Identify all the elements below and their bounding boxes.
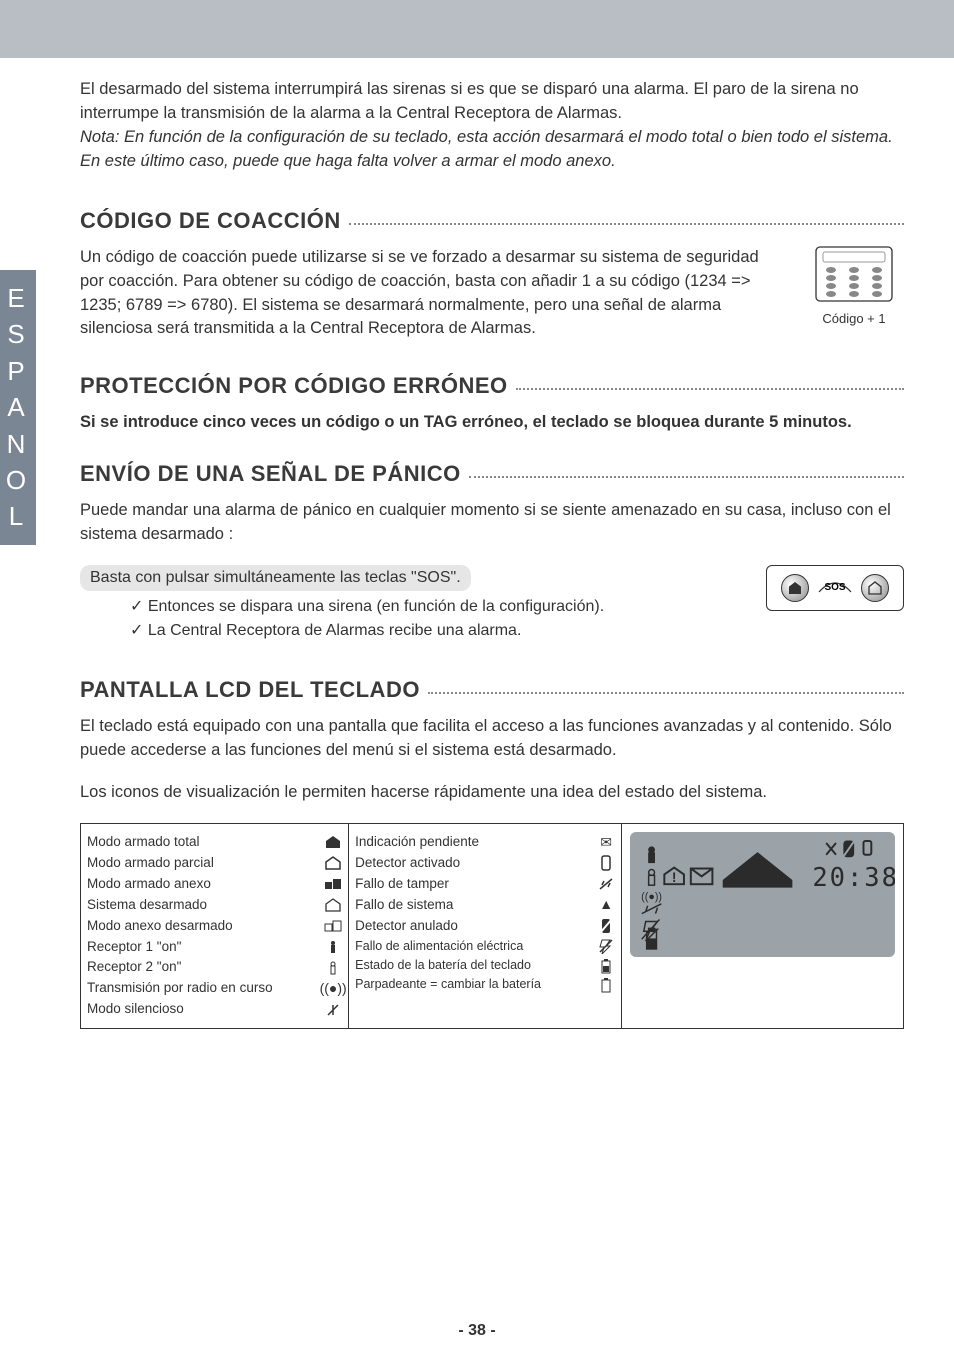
lcd-item: Receptor 2 "on"	[87, 957, 342, 978]
panic-row: Basta con pulsar simultáneamente las tec…	[80, 565, 904, 643]
section-title-row: ENVÍO DE UNA SEÑAL DE PÁNICO	[80, 461, 904, 487]
intro-note: Nota: En función de la configuración de …	[80, 128, 893, 170]
radio-icon: ((●))	[324, 981, 342, 997]
pending-icon: ✉	[597, 834, 615, 850]
lcd-item: Transmisión por radio en curso ((●))	[87, 978, 342, 999]
section-title: ENVÍO DE UNA SEÑAL DE PÁNICO	[80, 461, 461, 487]
lcd-item: Sistema desarmado	[87, 895, 342, 916]
lcd-col2: Indicación pendiente✉ Detector activado …	[348, 823, 621, 1029]
lcd-label: Modo armado total	[87, 832, 200, 853]
lcd-label: Modo armado anexo	[87, 874, 211, 895]
svg-text:20:38: 20:38	[812, 863, 895, 893]
battery-icon	[597, 958, 615, 974]
lcd-item: Modo anexo desarmado	[87, 916, 342, 937]
svg-text:((●)): ((●))	[641, 891, 662, 903]
system-fault-icon: ▲	[597, 897, 615, 913]
section-title: PANTALLA LCD DEL TECLADO	[80, 677, 420, 703]
lcd-item: Parpadeante = cambiar la batería	[355, 975, 615, 994]
detector-on-icon	[597, 855, 615, 871]
receiver1-icon	[324, 939, 342, 955]
title-dots	[469, 476, 904, 478]
armed-total-icon	[324, 834, 342, 850]
lcd-item: Fallo de sistema ▲	[355, 895, 615, 916]
silent-icon	[324, 1002, 342, 1018]
detector-off-icon	[597, 918, 615, 934]
disarmed-icon	[324, 897, 342, 913]
lcd-col1: Modo armado total Modo armado parcial Mo…	[80, 823, 348, 1029]
sos-label: SOS	[824, 582, 845, 593]
panic-bullet: La Central Receptora de Alarmas recibe u…	[130, 619, 736, 643]
lcd-label: Fallo de tamper	[355, 874, 449, 895]
intro-text: El desarmado del sistema interrumpirá la…	[80, 80, 859, 122]
panic-bullet: Entonces se dispara una sirena (en funci…	[130, 595, 736, 619]
coaccion-row: Un código de coacción puede utilizarse s…	[80, 246, 904, 360]
sos-right-button-icon	[861, 574, 889, 602]
sos-arc-icon: SOS	[817, 578, 853, 598]
lcd-item: Indicación pendiente ✉	[355, 832, 615, 853]
title-dots	[516, 388, 904, 390]
coaccion-text: Un código de coacción puede utilizarse s…	[80, 246, 774, 342]
panic-highlight: Basta con pulsar simultáneamente las tec…	[80, 565, 471, 591]
battery-low-icon	[597, 977, 615, 993]
tamper-icon	[597, 876, 615, 892]
section-title-row: PANTALLA LCD DEL TECLADO	[80, 677, 904, 703]
lcd-label: Modo silencioso	[87, 999, 184, 1020]
panic-left: Basta con pulsar simultáneamente las tec…	[80, 565, 736, 643]
lcd-label: Receptor 2 "on"	[87, 957, 181, 978]
keypad-icon	[815, 246, 893, 302]
lcd-label: Detector activado	[355, 853, 460, 874]
panic-checklist: Entonces se dispara una sirena (en funci…	[80, 595, 736, 643]
section-title-row: PROTECCIÓN POR CÓDIGO ERRÓNEO	[80, 373, 904, 399]
lcd-item: Fallo de tamper	[355, 874, 615, 895]
panico-intro: Puede mandar una alarma de pánico en cua…	[80, 499, 904, 547]
lcd-item: Detector anulado	[355, 916, 615, 937]
section-title: CÓDIGO DE COACCIÓN	[80, 208, 341, 234]
receiver2-icon	[324, 960, 342, 976]
page-number: - 38 -	[0, 1322, 954, 1340]
lcd-item: Modo armado parcial	[87, 853, 342, 874]
page-content: El desarmado del sistema interrumpirá la…	[0, 58, 954, 1029]
lcd-label: Indicación pendiente	[355, 832, 479, 853]
lcd-item: Receptor 1 "on"	[87, 937, 342, 958]
lcd-table: Modo armado total Modo armado parcial Mo…	[80, 823, 904, 1029]
keypad-figure: Código + 1	[804, 246, 904, 360]
lcd-item: Detector activado	[355, 853, 615, 874]
section-title-row: CÓDIGO DE COACCIÓN	[80, 208, 904, 234]
lcd-label: Receptor 1 "on"	[87, 937, 181, 958]
lcd-label: Detector anulado	[355, 916, 458, 937]
lcd-item: Modo armado anexo	[87, 874, 342, 895]
power-fault-icon	[597, 938, 615, 954]
lcd-p2: Los iconos de visualización le permiten …	[80, 781, 904, 805]
lcd-p1: El teclado está equipado con una pantall…	[80, 715, 904, 763]
section-title: PROTECCIÓN POR CÓDIGO ERRÓNEO	[80, 373, 508, 399]
title-dots	[428, 692, 904, 694]
lcd-item: Modo silencioso	[87, 999, 342, 1020]
intro-paragraph: El desarmado del sistema interrumpirá la…	[80, 78, 904, 174]
armed-annex-icon	[324, 876, 342, 892]
header-bar	[0, 0, 954, 58]
keypad-caption: Código + 1	[804, 311, 904, 326]
lcd-label: Estado de la batería del teclado	[355, 956, 531, 975]
lcd-label: Modo armado parcial	[87, 853, 214, 874]
lcd-label: Fallo de sistema	[355, 895, 453, 916]
title-dots	[349, 223, 904, 225]
lcd-label: Modo anexo desarmado	[87, 916, 233, 937]
svg-text:!: !	[672, 870, 677, 885]
lcd-label: Transmisión por radio en curso	[87, 978, 273, 999]
sos-left-button-icon	[781, 574, 809, 602]
lcd-display-box: ! 20:38 ((●))	[621, 823, 904, 1029]
erroneo-text: Si se introduce cinco veces un código o …	[80, 411, 904, 435]
lcd-label: Parpadeante = cambiar la batería	[355, 975, 541, 994]
lcd-item: Modo armado total	[87, 832, 342, 853]
lcd-label: Sistema desarmado	[87, 895, 207, 916]
lcd-item: Fallo de alimentación eléctrica	[355, 937, 615, 956]
annex-disarmed-icon	[324, 918, 342, 934]
lcd-label: Fallo de alimentación eléctrica	[355, 937, 523, 956]
lcd-item: Estado de la batería del teclado	[355, 956, 615, 975]
sos-figure: SOS	[766, 565, 904, 611]
armed-partial-icon	[324, 855, 342, 871]
lcd-screen: ! 20:38 ((●))	[630, 832, 895, 957]
